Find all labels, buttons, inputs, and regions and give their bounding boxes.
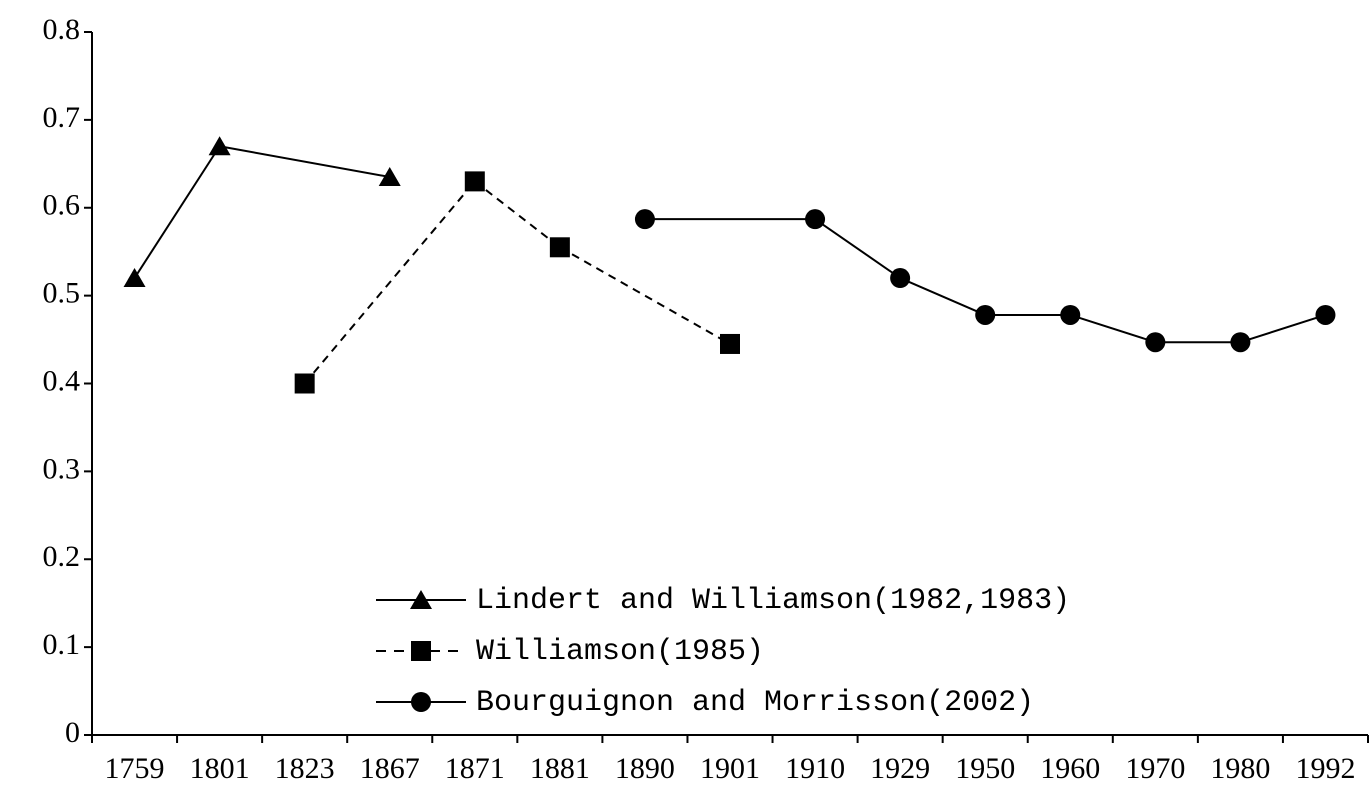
series-segment	[1240, 314, 1326, 344]
x-tick-label: 1759	[105, 752, 165, 785]
x-tick-label: 1960	[1040, 752, 1100, 785]
series-segment	[474, 180, 561, 249]
y-tick-label: 0.1	[43, 628, 81, 661]
y-tick-label: 0.2	[43, 540, 81, 573]
y-tick-label: 0.3	[43, 452, 81, 485]
marker	[123, 268, 146, 288]
y-tick-label: 0.6	[43, 189, 81, 222]
marker	[1230, 332, 1251, 353]
x-tick-label: 1867	[360, 752, 420, 785]
x-tick-label: 1881	[530, 752, 590, 785]
y-tick-label: 0	[65, 716, 80, 749]
y-tick-label: 0.4	[43, 364, 81, 397]
marker	[464, 171, 485, 192]
x-tick-label: 1929	[870, 752, 930, 785]
marker	[294, 373, 315, 394]
series-segment	[303, 180, 476, 385]
series-segment	[133, 145, 221, 279]
x-tick-label: 1801	[190, 752, 250, 785]
series-segment	[1069, 314, 1156, 344]
marker	[634, 209, 655, 230]
x-tick-label: 1950	[955, 752, 1015, 785]
marker	[1145, 332, 1166, 353]
x-tick-label: 1871	[445, 752, 505, 785]
marker	[975, 304, 996, 325]
marker	[208, 136, 231, 156]
series-segment	[219, 145, 390, 178]
marker	[549, 237, 570, 258]
y-tick-label: 0.8	[43, 13, 81, 46]
marker	[410, 590, 432, 609]
marker	[411, 641, 431, 661]
legend-label: Williamson(1985)	[476, 635, 764, 669]
x-tick-label: 1890	[615, 752, 675, 785]
series-segment	[559, 246, 731, 345]
x-tick-label: 1980	[1210, 752, 1270, 785]
y-tick-label: 0.5	[43, 277, 81, 310]
legend-label: Bourguignon and Morrisson(2002)	[476, 686, 1034, 720]
marker	[378, 166, 401, 186]
marker	[805, 209, 826, 230]
y-tick-label: 0.7	[43, 101, 81, 134]
legend-label: Lindert and Williamson(1982,1983)	[476, 584, 1070, 618]
marker	[720, 333, 740, 354]
x-tick-label: 1901	[700, 752, 760, 785]
x-tick-label: 1992	[1295, 752, 1355, 785]
marker	[890, 268, 911, 289]
marker	[1060, 304, 1081, 325]
marker	[1315, 304, 1336, 325]
series-segment	[899, 277, 986, 316]
x-tick-label: 1910	[785, 752, 845, 785]
marker	[411, 692, 431, 712]
x-tick-label: 1823	[275, 752, 335, 785]
series-segment	[814, 218, 901, 279]
x-tick-label: 1970	[1125, 752, 1185, 785]
